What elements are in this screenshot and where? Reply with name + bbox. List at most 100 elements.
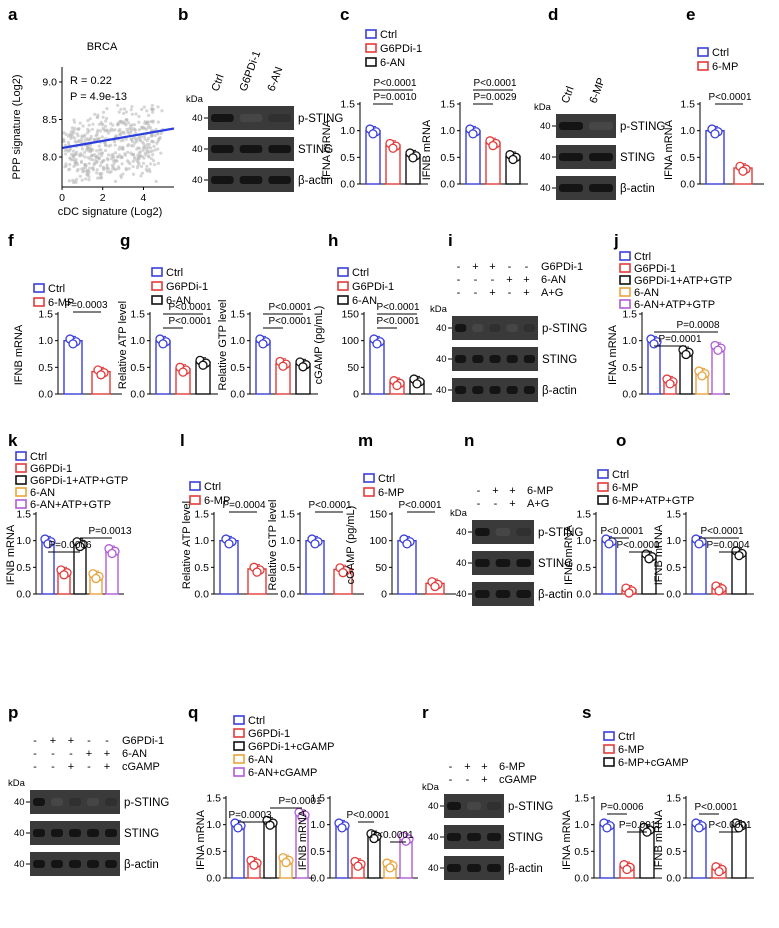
data-point: [468, 129, 478, 139]
scatter-point: [135, 159, 139, 163]
y-tick-label: 0.0: [38, 389, 53, 401]
blot-band: [475, 528, 490, 536]
panel-label-b: b: [178, 5, 188, 24]
scatter-point: [63, 143, 68, 147]
scatter-point: [111, 152, 115, 156]
y-tick-label: 1.5: [310, 793, 325, 805]
bar-s-right-2: [731, 823, 747, 879]
p-value: P=0.0004: [222, 500, 266, 511]
kda-marker: 40: [436, 323, 447, 334]
scatter-point: [80, 147, 85, 151]
y-tick-label: 8.0: [42, 152, 57, 164]
scatter-point: [141, 155, 145, 159]
scatter-point: [100, 151, 104, 155]
data-point: [258, 339, 268, 349]
data-point: [385, 863, 395, 873]
blot-label-r: p-STING: [508, 801, 553, 813]
y-tick-label: 0.0: [680, 179, 695, 191]
scatter-point: [102, 127, 106, 132]
blot-band: [51, 798, 63, 806]
p-value: P<0.0001: [376, 316, 420, 327]
legend-item-h: G6PDi-1: [352, 281, 394, 293]
y-tick-label: 0.5: [16, 562, 31, 574]
blot-band: [211, 114, 234, 122]
treatment-label-n: A+G: [527, 498, 549, 510]
data-point: [96, 370, 106, 380]
scatter-point: [124, 123, 128, 127]
legend-swatch: [337, 267, 349, 277]
scatter-point: [121, 138, 125, 143]
legend-item-j: Ctrl: [634, 251, 651, 263]
p-value: P<0.0001: [376, 302, 420, 313]
treatment-sign: -: [457, 274, 461, 286]
p-value: P=0.0001: [658, 334, 702, 345]
scatter-point: [79, 138, 83, 142]
blot-label-b: STING: [298, 144, 333, 156]
legend-swatch: [603, 744, 615, 754]
scatter-point: [64, 152, 68, 156]
scatter-point: [104, 119, 108, 123]
data-point: [604, 539, 614, 549]
p-value: P<0.0001: [370, 830, 414, 841]
data-point: [75, 541, 85, 552]
scatter-point: [93, 158, 98, 163]
bar-s-right-0: [691, 823, 707, 879]
y-tick-label: 0.0: [280, 589, 295, 601]
scatter-point: [70, 178, 75, 183]
treatment-sign: +: [464, 761, 470, 773]
blot-band: [516, 590, 531, 598]
legend-swatch: [15, 451, 27, 461]
scatter-point: [89, 134, 93, 139]
treatment-sign: +: [509, 498, 515, 510]
scatter-point: [135, 147, 139, 151]
scatter-point: [91, 122, 95, 126]
correlation-p: P = 4.9e-13: [70, 91, 127, 103]
blot-band: [239, 145, 263, 153]
blot-band: [69, 860, 81, 868]
blot-label-b: p-STING: [298, 113, 343, 125]
scatter-point: [108, 129, 112, 133]
scatter-point: [130, 112, 134, 116]
scatter-point: [154, 179, 158, 184]
scatter-point: [81, 169, 85, 174]
blot-band: [268, 114, 291, 122]
p-value: P<0.0001: [616, 540, 660, 551]
scatter-point: [153, 148, 157, 152]
legend-item-o: Ctrl: [612, 469, 629, 481]
scatter-point: [153, 133, 157, 138]
scatter-point: [148, 146, 153, 150]
scatter-point: [139, 174, 143, 178]
data-point: [281, 857, 291, 868]
bar-q-right-0: [335, 823, 349, 879]
scatter-point: [150, 134, 154, 138]
scatter-point: [105, 163, 109, 167]
y-axis-label: cGAMP (pg/mL): [345, 506, 357, 585]
treatment-sign: -: [494, 498, 498, 510]
scatter-point: [145, 109, 149, 113]
legend-swatch: [597, 482, 609, 492]
scatter-point: [148, 170, 152, 174]
scatter-point: [98, 172, 103, 176]
scatter-point: [146, 126, 150, 130]
treatment-sign: -: [449, 774, 453, 786]
scatter-point: [93, 112, 97, 116]
scatter-point: [141, 161, 146, 165]
panel-label-o: o: [616, 431, 626, 450]
scatter-point: [116, 155, 121, 159]
legend-item-s: 6-MP+cGAMP: [618, 757, 689, 769]
y-tick-label: 8.5: [42, 114, 57, 126]
y-tick-label: 1.5: [576, 509, 591, 521]
blot-label-i: β-actin: [542, 385, 577, 397]
scatter-point: [92, 161, 97, 166]
blot-band: [87, 798, 99, 806]
legend-item-j: G6PDi-1: [634, 263, 676, 275]
treatment-label-p: cGAMP: [122, 761, 160, 773]
scatter-point: [151, 153, 155, 157]
data-point: [714, 586, 724, 596]
panel-label-i: i: [448, 231, 453, 250]
data-point: [644, 554, 654, 564]
blot-label-i: STING: [542, 354, 577, 366]
scatter-point: [118, 127, 122, 132]
kda-marker: 40: [428, 801, 439, 812]
blot-band: [506, 324, 518, 332]
